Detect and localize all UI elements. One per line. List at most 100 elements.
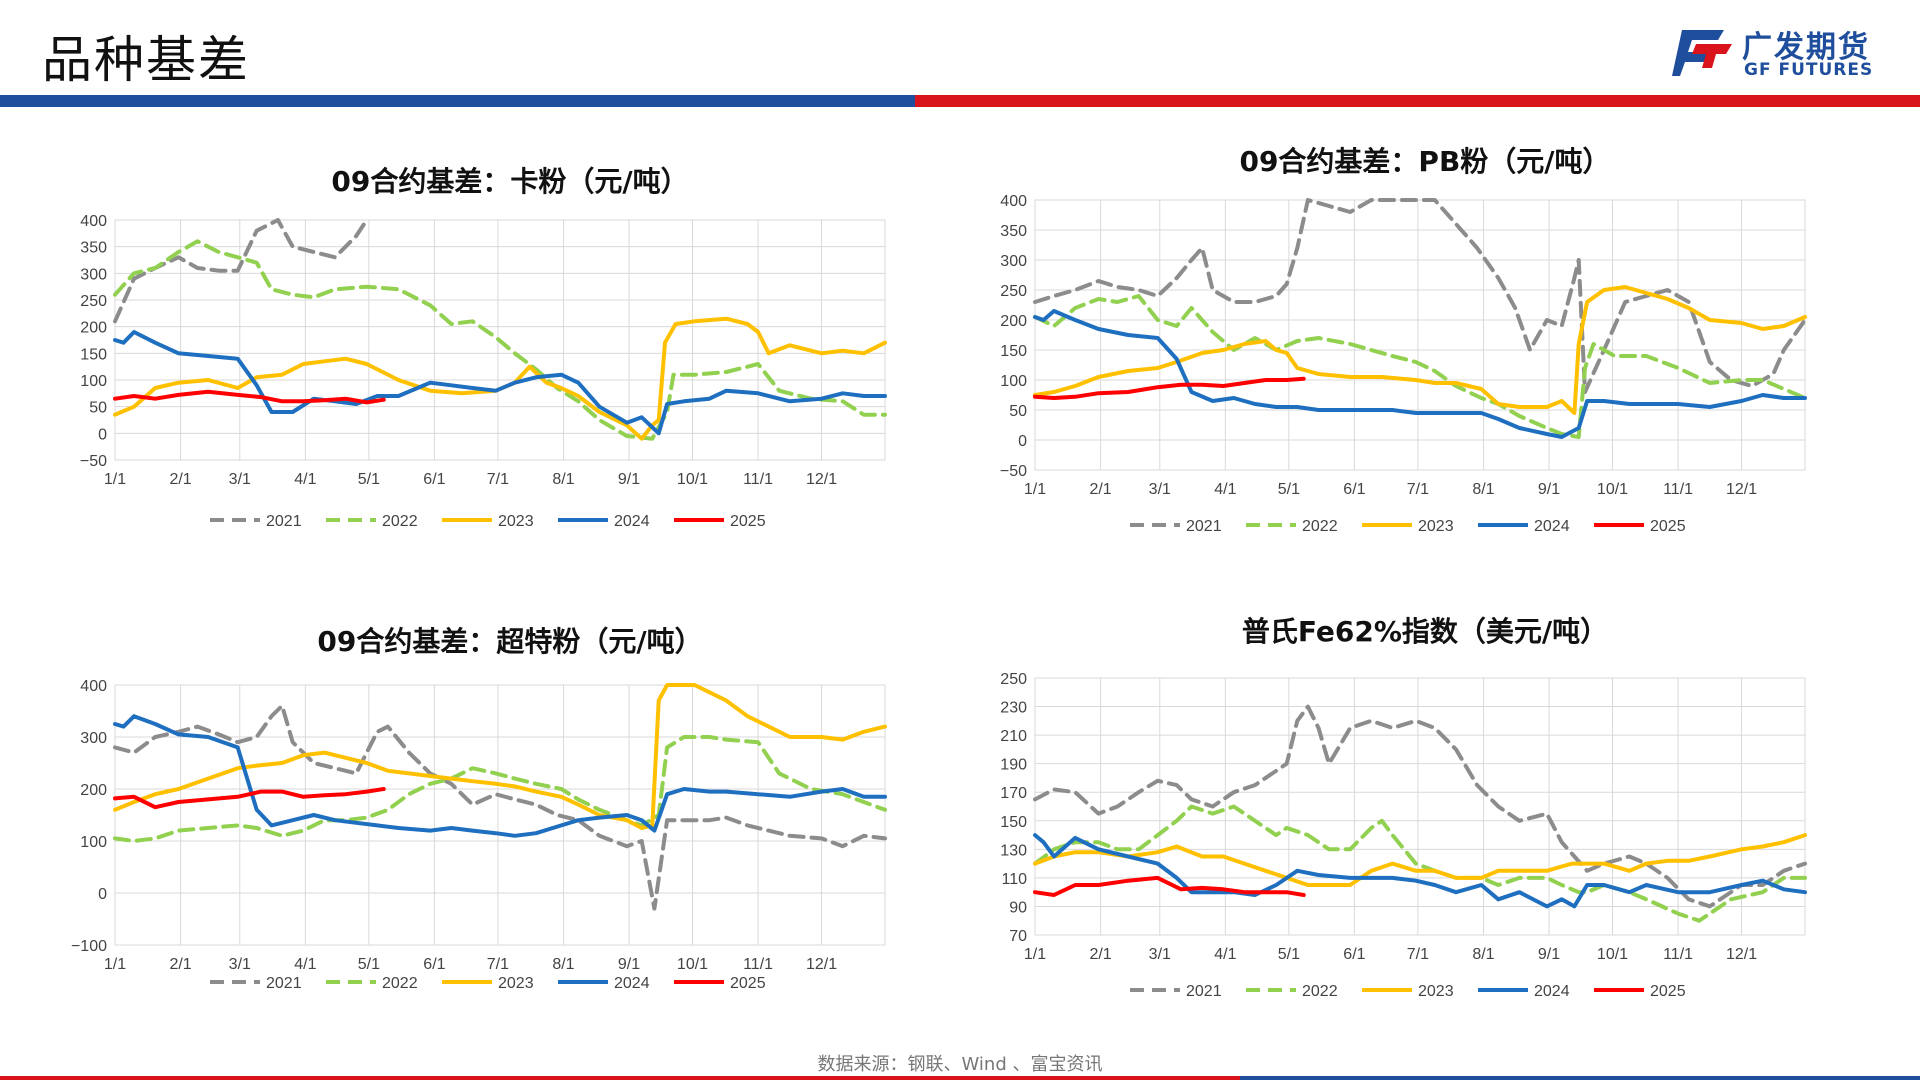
x-tick-label: 8/1	[1472, 481, 1494, 498]
legend-label-2022: 2022	[382, 513, 418, 530]
y-tick-label: 400	[80, 678, 107, 695]
x-tick-label: 3/1	[229, 471, 251, 488]
plot-area	[1034, 677, 1806, 936]
x-tick-label: 10/1	[1597, 481, 1628, 498]
x-tick-label: 5/1	[1278, 481, 1300, 498]
y-tick-label: 300	[1000, 253, 1027, 270]
legend-label-2021: 2021	[266, 975, 302, 992]
legend-label-2021: 2021	[1186, 983, 1222, 1000]
y-tick-label: 350	[80, 240, 107, 257]
series-line-2023	[113, 316, 887, 441]
series-line-2021	[113, 703, 887, 911]
y-tick-label: 0	[98, 886, 107, 903]
logo-chinese-text: 广发期货	[1742, 30, 1870, 65]
legend-label-2025: 2025	[730, 975, 766, 992]
y-tick-label: 210	[1000, 728, 1027, 745]
legend-label-2023: 2023	[1418, 518, 1454, 535]
y-tick-label: 300	[80, 730, 107, 747]
y-tick-label: 200	[1000, 313, 1027, 330]
x-tick-label: 11/1	[743, 471, 773, 488]
page-title: 品种基差	[42, 31, 250, 89]
chart-svg: 400 350 300 250 200 150 100 50 0 −501/1 2/1 3/1 4/1 5…	[1000, 193, 1807, 535]
x-tick-label: 2/1	[169, 956, 191, 973]
x-tick-label: 10/1	[677, 956, 708, 973]
x-tick-label: 1/1	[1024, 946, 1046, 963]
series-line-2025	[1033, 875, 1306, 897]
x-tick-label: 1/1	[1024, 481, 1046, 498]
x-tick-label: 6/1	[423, 956, 445, 973]
x-tick-label: 9/1	[1538, 481, 1560, 498]
y-tick-label: −50	[1000, 463, 1027, 480]
chart-platts-fe62-index: 普氏Fe62%指数（美元/吨） 250 230 210 190 170 150 130 110…	[975, 605, 1875, 1005]
y-tick-label: 250	[1000, 283, 1027, 300]
footer-band-red	[0, 1076, 1240, 1080]
y-tick-label: 110	[1001, 871, 1027, 888]
chart-pb-basis: 09合约基差：PB粉（元/吨） 400 350 300 250 200 150 100 50 0…	[975, 130, 1875, 535]
series-line-2022	[1033, 804, 1807, 923]
y-tick-label: 200	[80, 320, 107, 337]
legend-label-2025: 2025	[1650, 983, 1686, 1000]
x-tick-label: 12/1	[1726, 481, 1757, 498]
chart-title: 09合约基差：超特粉（元/吨）	[317, 625, 703, 658]
chart-title: 09合约基差：卡粉（元/吨）	[331, 165, 689, 198]
series-line-2025	[1033, 376, 1306, 400]
legend-label-2025: 2025	[1650, 518, 1686, 535]
company-logo: 广发期货 GF FUTURES	[1672, 18, 1912, 86]
y-tick-label: 150	[1000, 814, 1027, 831]
legend-label-2024: 2024	[614, 975, 650, 992]
y-tick-label: 70	[1009, 928, 1027, 945]
legend-label-2024: 2024	[1534, 518, 1570, 535]
x-tick-label: 7/1	[1407, 481, 1429, 498]
series-line-2024	[1033, 309, 1807, 439]
chart-svg: 400 350 300 250 200 150 100 50 0 −501/1 2/1 3/1 4/1 5…	[80, 213, 887, 530]
y-tick-label: 50	[1009, 403, 1027, 420]
x-tick-label: 1/1	[104, 956, 126, 973]
legend-label-2022: 2022	[1302, 983, 1338, 1000]
x-tick-label: 12/1	[1726, 946, 1757, 963]
series-line-2024	[1033, 833, 1807, 909]
chart-kafen-basis: 09合约基差：卡粉（元/吨） 400 350 300 250 200 150 100 50 0 −…	[60, 150, 960, 550]
x-tick-label: 3/1	[1149, 946, 1171, 963]
x-tick-label: 7/1	[1407, 946, 1429, 963]
y-tick-label: 130	[1000, 842, 1027, 859]
y-tick-label: −50	[80, 453, 107, 470]
x-tick-label: 5/1	[358, 471, 380, 488]
x-tick-label: 4/1	[1214, 481, 1236, 498]
x-tick-label: 3/1	[229, 956, 251, 973]
data-source-note: 数据来源：钢联、Wind 、富宝资讯	[817, 1054, 1103, 1075]
plot-area	[114, 684, 886, 946]
x-tick-label: 2/1	[169, 471, 191, 488]
plot-area	[1034, 199, 1806, 471]
chart-title: 09合约基差：PB粉（元/吨）	[1239, 145, 1611, 178]
x-tick-label: 4/1	[294, 956, 316, 973]
series-line-2021	[1033, 198, 1807, 394]
x-tick-label: 4/1	[294, 471, 316, 488]
header-band-blue	[0, 95, 915, 107]
x-tick-label: 7/1	[487, 956, 509, 973]
x-tick-label: 3/1	[1149, 481, 1171, 498]
y-tick-label: 150	[1000, 343, 1027, 360]
x-tick-label: 11/1	[1663, 946, 1693, 963]
x-tick-label: 10/1	[677, 471, 708, 488]
footer-band-blue	[1240, 1076, 1920, 1080]
gf-logo-icon	[1672, 30, 1732, 76]
x-tick-label: 10/1	[1597, 946, 1628, 963]
y-tick-label: 0	[1018, 433, 1027, 450]
x-tick-label: 9/1	[618, 956, 640, 973]
y-tick-label: 250	[1000, 671, 1027, 688]
x-tick-label: 7/1	[487, 471, 509, 488]
chart-chaotefen-basis: 09合约基差：超特粉（元/吨） 400 300 200 100 0 −100 1/1 2/1 3…	[60, 615, 960, 1015]
chart-svg: 250 230 210 190 170 150 130 110 90 701/1 2/1 3/1 4/1…	[1000, 671, 1807, 1000]
series-line-2023	[1033, 833, 1807, 887]
series-line-2021	[1033, 704, 1807, 909]
logo-english-text: GF FUTURES	[1744, 60, 1874, 80]
y-tick-label: 100	[80, 373, 107, 390]
series-line-2022	[113, 239, 887, 441]
series-line-2022	[1033, 294, 1807, 439]
y-tick-label: 200	[80, 782, 107, 799]
x-tick-label: 12/1	[806, 471, 837, 488]
y-tick-label: 150	[80, 346, 107, 363]
x-tick-label: 8/1	[552, 471, 574, 488]
x-tick-label: 8/1	[1472, 946, 1494, 963]
series-line-2023	[113, 683, 887, 830]
